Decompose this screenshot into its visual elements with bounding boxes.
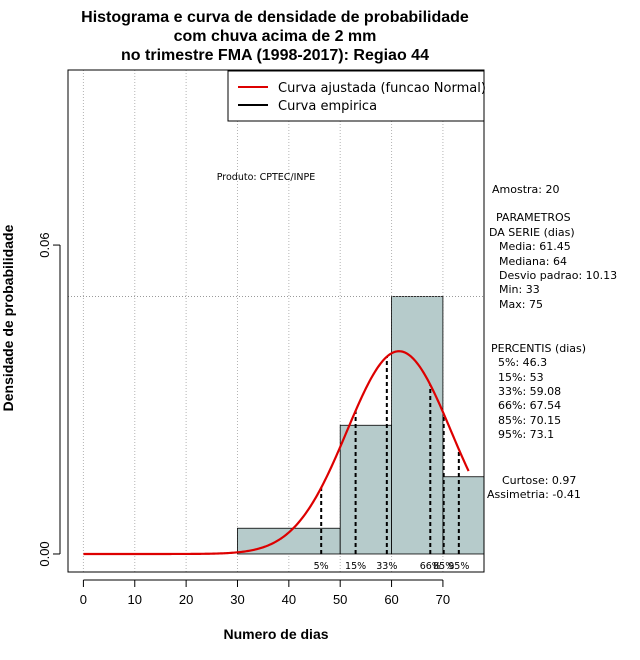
param-max: Max: 75 bbox=[499, 298, 543, 311]
x-tick-label-20: 20 bbox=[179, 592, 193, 607]
x-tick-label-40: 40 bbox=[282, 592, 296, 607]
chart-title-line-2: com chuva acima de 2 mm bbox=[174, 28, 377, 45]
assimetria: Assimetria: -0.41 bbox=[487, 488, 581, 501]
percentil-85: 85%: 70.15 bbox=[498, 414, 561, 427]
x-tick-label-60: 60 bbox=[384, 592, 398, 607]
histogram-bar-3 bbox=[442, 476, 485, 555]
percentil-15: 15%: 53 bbox=[498, 371, 544, 384]
param-media: Media: 61.45 bbox=[499, 240, 571, 253]
params-header-1: PARAMETROS bbox=[496, 211, 571, 224]
x-tick-label-0: 0 bbox=[80, 592, 87, 607]
histogram-bars bbox=[237, 296, 485, 555]
percentile-label-1: 15% bbox=[345, 561, 366, 572]
legend: Curva ajustada (funcao Normal) Curva emp… bbox=[227, 70, 486, 122]
percentile-label-5: 95% bbox=[448, 561, 469, 572]
percentile-label-4: 85% bbox=[433, 561, 454, 572]
normal-curve bbox=[83, 350, 470, 556]
histogram-bar-2 bbox=[391, 296, 444, 555]
chart-title-line-1: Histograma e curva de densidade de proba… bbox=[81, 9, 469, 26]
curtose: Curtose: 0.97 bbox=[502, 474, 576, 487]
percentis-header: PERCENTIS (dias) bbox=[491, 342, 586, 355]
legend-box bbox=[227, 70, 485, 122]
percentil-66: 66%: 67.54 bbox=[498, 399, 561, 412]
param-desvio: Desvio padrao: 10.13 bbox=[499, 269, 617, 282]
percentile-label-0: 5% bbox=[314, 561, 329, 572]
percentil-5: 5%: 46.3 bbox=[498, 356, 547, 369]
axes: 0 10 20 30 40 50 60 70 0.00 0.06 bbox=[37, 232, 450, 607]
percentile-lines bbox=[320, 356, 460, 554]
percentile-label-2: 33% bbox=[376, 561, 397, 572]
param-mediana: Mediana: 64 bbox=[499, 255, 567, 268]
plot-frame bbox=[67, 69, 485, 573]
params-header-2: DA SERIE (dias) bbox=[489, 226, 575, 239]
percentil-95: 95%: 73.1 bbox=[498, 428, 554, 441]
legend-label-fitted: Curva ajustada (funcao Normal) bbox=[278, 81, 486, 96]
histogram-bar-1 bbox=[339, 424, 392, 555]
param-min: Min: 33 bbox=[499, 283, 540, 296]
x-tick-label-70: 70 bbox=[436, 592, 450, 607]
x-axis-label: Numero de dias bbox=[223, 626, 328, 642]
normal-curve-path bbox=[83, 350, 470, 556]
legend-label-empirical: Curva empirica bbox=[278, 99, 377, 114]
percentile-label-3: 66% bbox=[420, 561, 441, 572]
x-tick-label-30: 30 bbox=[230, 592, 244, 607]
y-tick-label-1: 0.06 bbox=[37, 232, 52, 257]
chart-title-line-3: no trimestre FMA (1998-2017): Regiao 44 bbox=[121, 47, 429, 64]
percentil-33: 33%: 59.08 bbox=[498, 385, 561, 398]
product-note: Produto: CPTEC/INPE bbox=[217, 172, 316, 183]
x-tick-label-50: 50 bbox=[333, 592, 347, 607]
stats-panel: Amostra: 20 PARAMETROS DA SERIE (dias) M… bbox=[487, 183, 617, 501]
percentile-labels: 5% 15% 33% 66%85%95% bbox=[314, 561, 470, 572]
sample-size: Amostra: 20 bbox=[492, 183, 559, 196]
y-axis-label: Densidade de probabilidade bbox=[0, 224, 16, 411]
x-tick-label-10: 10 bbox=[128, 592, 142, 607]
y-tick-label-0: 0.00 bbox=[37, 541, 52, 566]
